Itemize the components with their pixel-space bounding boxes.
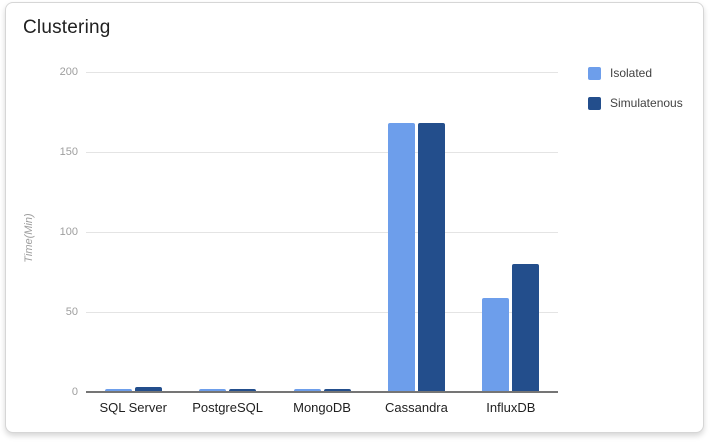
y-tick-label-100: 100: [59, 226, 78, 238]
legend: Isolated Simulatenous: [588, 66, 683, 110]
legend-label-isolated: Isolated: [610, 66, 653, 80]
gridline-50: [86, 312, 558, 313]
bar-group-sql-server: [86, 72, 180, 392]
y-tick-label-0: 0: [71, 386, 78, 398]
y-axis-tick-labels: 0 50 100 150 200: [6, 3, 78, 432]
bar-isolated-sql-server: [104, 388, 132, 392]
bar-isolated-influxdb: [482, 297, 510, 392]
y-tick-label-200: 200: [59, 66, 78, 78]
y-tick-label-150: 150: [59, 146, 78, 158]
bar-isolated-postgresql: [199, 388, 227, 392]
bar-simulatenous-influxdb: [512, 264, 540, 392]
legend-swatch-isolated-icon: [588, 66, 601, 80]
x-axis-label-postgresql: PostgreSQL: [192, 400, 264, 415]
chart-card: Clustering Time(Min) 0 50 100 150 200 SQL Se…: [5, 2, 704, 433]
x-axis-labels: SQL Server PostgreSQL MongoDB Cassandra Infl…: [86, 400, 558, 415]
bar-simulatenous-postgresql: [229, 388, 257, 392]
x-axis-label-sql-server: SQL Server: [99, 400, 167, 415]
bar-series-container: [86, 72, 558, 392]
plot-area: [86, 72, 558, 393]
bar-group-influxdb: [464, 72, 558, 392]
y-axis-title: Time(Min): [23, 213, 35, 263]
bar-group-mongodb: [275, 72, 369, 392]
x-axis-label-influxdb: InfluxDB: [486, 400, 536, 415]
bar-group-postgresql: [180, 72, 274, 392]
x-axis-label-mongodb: MongoDB: [293, 400, 351, 415]
gridline-100: [86, 232, 558, 233]
bar-simulatenous-sql-server: [134, 387, 162, 392]
x-axis-line: [86, 391, 558, 393]
legend-label-simulatenous: Simulatenous: [610, 96, 683, 110]
y-tick-label-50: 50: [65, 306, 78, 318]
bar-simulatenous-mongodb: [323, 388, 351, 392]
bar-isolated-cassandra: [387, 123, 415, 392]
bar-group-cassandra: [369, 72, 463, 392]
bar-simulatenous-cassandra: [417, 123, 445, 392]
legend-item-isolated: Isolated: [588, 66, 683, 80]
gridline-150: [86, 152, 558, 153]
bar-isolated-mongodb: [293, 388, 321, 392]
chart-title: Clustering: [23, 17, 111, 38]
legend-swatch-simulatenous-icon: [588, 96, 601, 110]
gridline-200: [86, 72, 558, 73]
legend-item-simulatenous: Simulatenous: [588, 96, 683, 110]
x-axis-label-cassandra: Cassandra: [384, 400, 448, 415]
